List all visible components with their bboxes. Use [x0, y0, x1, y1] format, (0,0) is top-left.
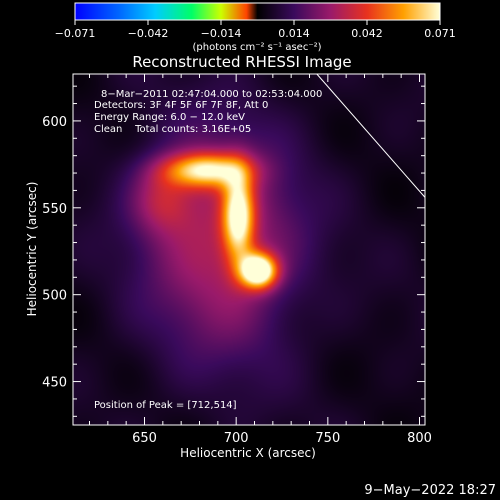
x-tick-label: 700 — [224, 431, 249, 446]
y-tick-label: 600 — [42, 115, 67, 130]
colorbar-tick-label: −0.071 — [55, 27, 96, 40]
info-line-detectors: Detectors: 3F 4F 5F 6F 7F 8F, Att 0 — [94, 100, 268, 111]
image-plot: 650 700 750 800 450 500 550 600 — [42, 73, 432, 446]
x-tick-label: 750 — [315, 431, 340, 446]
heatmap-canvas — [73, 74, 425, 425]
plot-frame — [72, 73, 426, 426]
colorbar-tick-label: 0.071 — [424, 27, 456, 40]
x-axis-label: Heliocentric X (arcsec) — [180, 446, 316, 460]
limb-line — [316, 73, 426, 198]
colorbar-tick-label: 0.042 — [351, 27, 383, 40]
colorbar: −0.071 −0.042 −0.014 0.014 0.042 0.071 (photo… — [55, 2, 456, 53]
info-line-clean: Clean Total counts: 3.16E+05 — [94, 124, 251, 135]
info-block: 8−Mar−2011 02:47:04.000 to 02:53:04.000 … — [94, 89, 322, 135]
generation-date: 9−May−2022 18:27 — [364, 483, 496, 498]
info-line-energy: Energy Range: 6.0 − 12.0 keV — [94, 112, 245, 123]
y-axis-label: Heliocentric Y (arcsec) — [25, 182, 39, 317]
chart-title: Reconstructed RHESSI Image — [132, 53, 351, 71]
x-tick-label: 800 — [407, 431, 432, 446]
colorbar-units: (photons cm⁻² s⁻¹ asec⁻²) — [192, 42, 321, 53]
colorbar-tick-label: −0.014 — [201, 27, 242, 40]
peak-position-label: Position of Peak = [712,514] — [94, 400, 237, 411]
info-line-time: 8−Mar−2011 02:47:04.000 to 02:53:04.000 — [101, 89, 322, 100]
colorbar-tick-label: 0.014 — [278, 27, 310, 40]
y-tick-label: 450 — [42, 376, 67, 391]
y-tick-label: 550 — [42, 202, 67, 217]
colorbar-gradient — [74, 2, 441, 21]
y-tick-label: 500 — [42, 289, 67, 304]
colorbar-tick-label: −0.042 — [128, 27, 169, 40]
x-tick-label: 650 — [132, 431, 157, 446]
